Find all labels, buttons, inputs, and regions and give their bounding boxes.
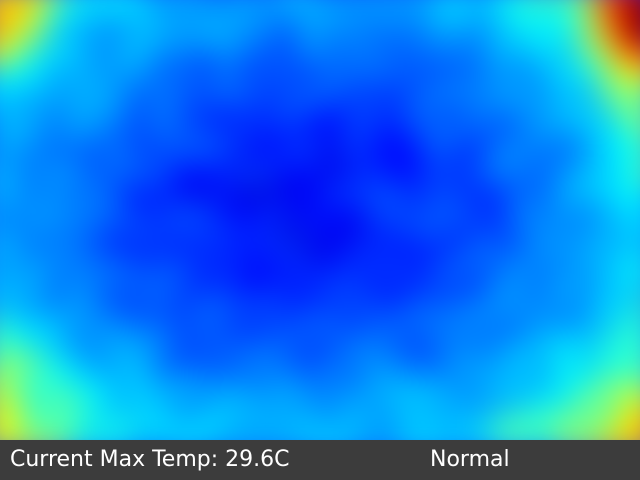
status-bar: Current Max Temp: 29.6C Normal — [0, 440, 640, 480]
max-temp-readout: Current Max Temp: 29.6C — [10, 447, 290, 472]
thermal-image-view — [0, 0, 640, 440]
status-text: Normal — [430, 447, 510, 472]
thermal-heatmap — [0, 0, 640, 440]
